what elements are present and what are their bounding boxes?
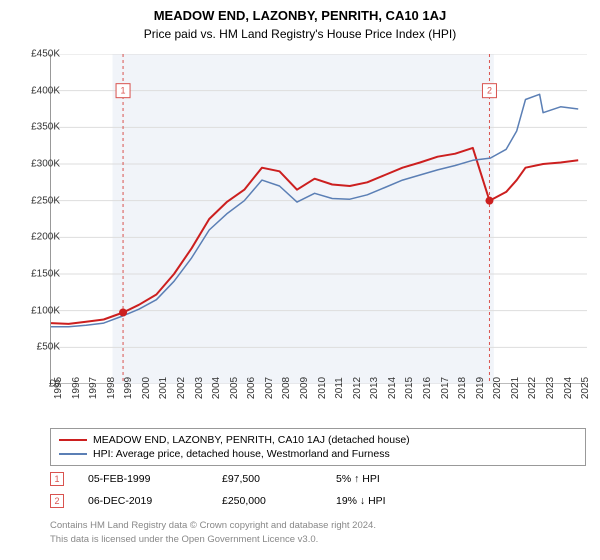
event-marker-icon: 2 [50,494,64,508]
xtick-label: 2018 [457,377,468,399]
ytick-label: £300K [31,159,60,170]
ytick-label: £200K [31,232,60,243]
ytick-label: £450K [31,49,60,60]
xtick-label: 2000 [141,377,152,399]
chart-plot-area: 12 [50,54,586,384]
xtick-label: 2002 [176,377,187,399]
ytick-label: £350K [31,122,60,133]
footer-line: Contains HM Land Registry data © Crown c… [50,520,586,531]
chart-svg: 12 [51,54,587,384]
xtick-label: 2023 [545,377,556,399]
svg-text:1: 1 [121,86,126,96]
xtick-label: 2001 [158,377,169,399]
xtick-label: 2017 [440,377,451,399]
event-marker-icon: 1 [50,472,64,486]
event-row: 2 06-DEC-2019 £250,000 19% ↓ HPI [50,494,586,508]
xtick-label: 2004 [211,377,222,399]
xtick-label: 1998 [106,377,117,399]
xtick-label: 2013 [369,377,380,399]
legend-item: HPI: Average price, detached house, West… [59,447,577,461]
event-delta: 19% ↓ HPI [336,495,386,507]
ytick-label: £400K [31,85,60,96]
svg-text:2: 2 [487,86,492,96]
xtick-label: 2014 [387,377,398,399]
xtick-label: 2021 [510,377,521,399]
xtick-label: 2003 [194,377,205,399]
event-price: £97,500 [222,473,312,485]
xtick-label: 2015 [404,377,415,399]
legend: MEADOW END, LAZONBY, PENRITH, CA10 1AJ (… [50,428,586,466]
ytick-label: £50K [37,342,60,353]
xtick-label: 2011 [334,377,345,399]
legend-swatch [59,453,87,455]
event-delta: 5% ↑ HPI [336,473,380,485]
xtick-label: 2006 [246,377,257,399]
event-date: 06-DEC-2019 [88,495,198,507]
event-price: £250,000 [222,495,312,507]
ytick-label: £150K [31,269,60,280]
event-row: 1 05-FEB-1999 £97,500 5% ↑ HPI [50,472,586,486]
chart-subtitle: Price paid vs. HM Land Registry's House … [0,23,600,47]
legend-swatch [59,439,87,441]
xtick-label: 2007 [264,377,275,399]
xtick-label: 2024 [563,377,574,399]
footer-line: This data is licensed under the Open Gov… [50,534,586,545]
xtick-label: 1996 [71,377,82,399]
xtick-label: 2009 [299,377,310,399]
xtick-label: 2019 [475,377,486,399]
ytick-label: £100K [31,305,60,316]
ytick-label: £250K [31,195,60,206]
event-date: 05-FEB-1999 [88,473,198,485]
xtick-label: 1999 [123,377,134,399]
xtick-label: 2012 [352,377,363,399]
xtick-label: 2008 [281,377,292,399]
xtick-label: 2020 [492,377,503,399]
xtick-label: 1997 [88,377,99,399]
xtick-label: 2025 [580,377,591,399]
legend-label: MEADOW END, LAZONBY, PENRITH, CA10 1AJ (… [93,434,410,446]
xtick-label: 2005 [229,377,240,399]
legend-label: HPI: Average price, detached house, West… [93,448,390,460]
xtick-label: 1995 [53,377,64,399]
chart-title: MEADOW END, LAZONBY, PENRITH, CA10 1AJ [0,0,600,23]
legend-item: MEADOW END, LAZONBY, PENRITH, CA10 1AJ (… [59,433,577,447]
xtick-label: 2016 [422,377,433,399]
xtick-label: 2010 [317,377,328,399]
xtick-label: 2022 [527,377,538,399]
